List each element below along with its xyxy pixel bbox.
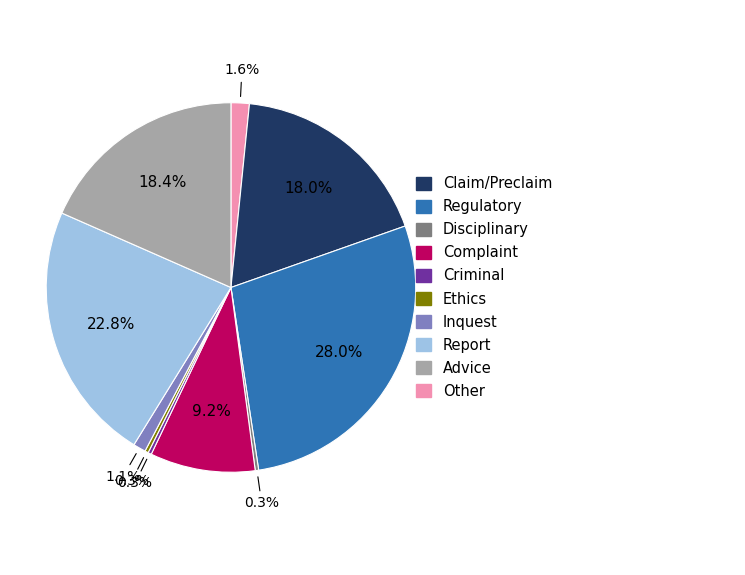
Wedge shape bbox=[148, 288, 231, 454]
Text: 18.0%: 18.0% bbox=[285, 181, 333, 196]
Wedge shape bbox=[231, 104, 405, 288]
Wedge shape bbox=[145, 288, 231, 453]
Text: 22.8%: 22.8% bbox=[87, 317, 135, 332]
Text: 9.2%: 9.2% bbox=[192, 404, 231, 419]
Wedge shape bbox=[62, 103, 231, 288]
Wedge shape bbox=[231, 226, 416, 470]
Wedge shape bbox=[231, 288, 259, 471]
Text: 1.6%: 1.6% bbox=[224, 63, 259, 97]
Text: 0.3%: 0.3% bbox=[118, 459, 153, 490]
Text: 28.0%: 28.0% bbox=[314, 344, 363, 359]
Wedge shape bbox=[134, 288, 231, 451]
Text: 0.3%: 0.3% bbox=[114, 458, 149, 488]
Wedge shape bbox=[151, 288, 256, 472]
Legend: Claim/Preclaim, Regulatory, Disciplinary, Complaint, Criminal, Ethics, Inquest, : Claim/Preclaim, Regulatory, Disciplinary… bbox=[409, 169, 559, 406]
Text: 1.1%: 1.1% bbox=[105, 454, 141, 484]
Text: 0.3%: 0.3% bbox=[244, 477, 279, 511]
Wedge shape bbox=[231, 103, 250, 288]
Wedge shape bbox=[46, 213, 231, 444]
Text: 18.4%: 18.4% bbox=[138, 175, 186, 190]
